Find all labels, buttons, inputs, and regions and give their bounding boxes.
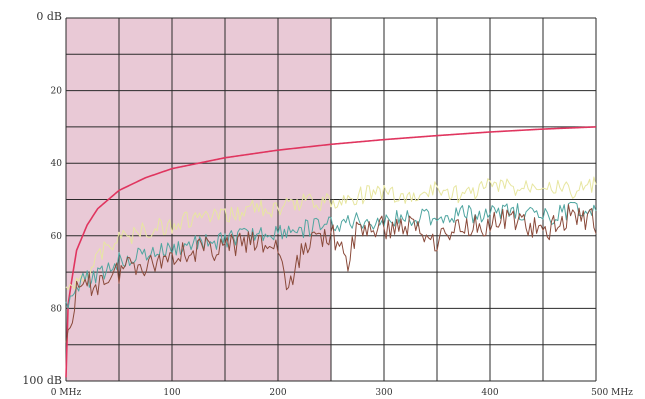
y-tick-label: 20 <box>51 87 63 97</box>
series-line-2 <box>65 176 597 291</box>
x-tick-label: 300 <box>375 388 392 398</box>
tick-label-layer: 0 dB 20 40 60 80 100 dB0 MHz 100 200 300 400 500 M… <box>22 10 633 398</box>
series-line-3 <box>65 201 597 309</box>
y-tick-label: 0 dB <box>36 10 62 23</box>
y-tick-label: 60 <box>51 232 63 242</box>
grid-layer <box>65 17 597 382</box>
series-line-1 <box>65 126 597 378</box>
series-line-4 <box>65 204 597 343</box>
series-layer <box>65 126 597 378</box>
x-tick-label: 100 <box>163 388 180 398</box>
x-tick-label: 400 <box>481 388 498 398</box>
x-tick-label: 200 <box>269 388 286 398</box>
y-tick-label: 40 <box>51 159 63 169</box>
x-tick-label: 500 MHz <box>591 388 633 398</box>
y-tick-label: 100 dB <box>22 374 62 387</box>
x-tick-label: 0 MHz <box>51 388 82 398</box>
y-tick-label: 80 <box>51 304 63 314</box>
